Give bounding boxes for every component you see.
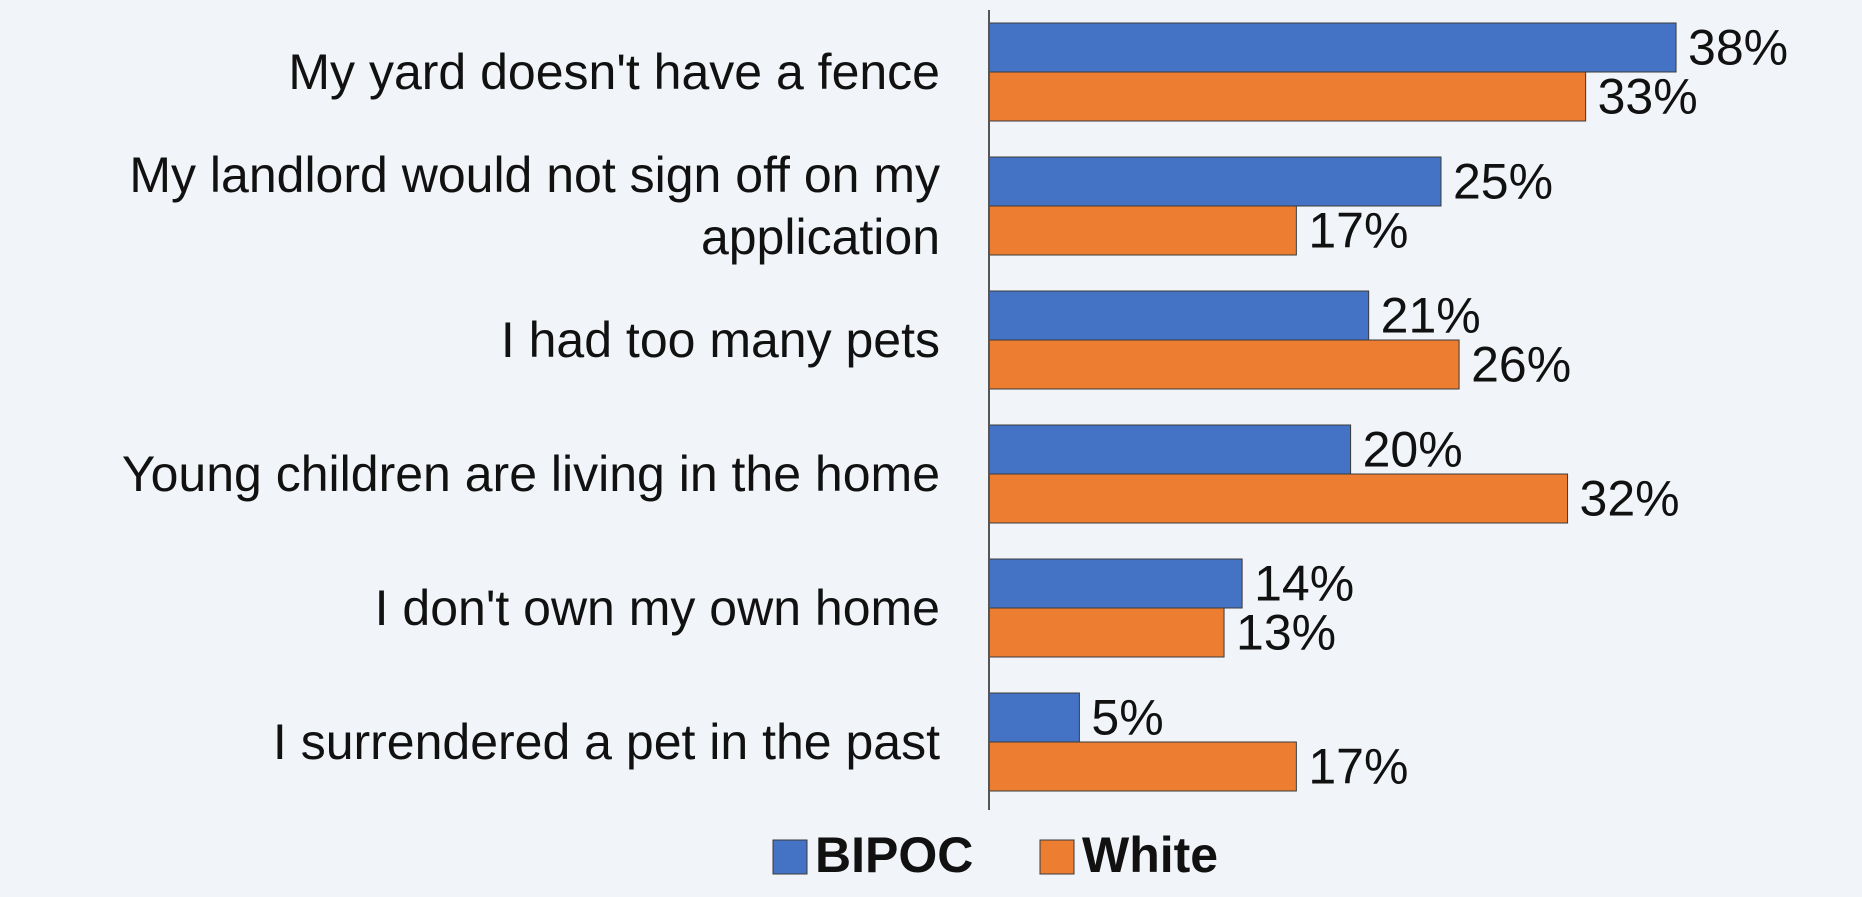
category-label-line: Young children are living in the home [122, 446, 940, 502]
legend-label-white: White [1082, 827, 1218, 883]
value-label-bipoc-my-landlord-would-not-sign-off-on-my-application: 25% [1453, 154, 1553, 210]
category-label-i-surrendered-a-pet-in-the-past: I surrendered a pet in the past [273, 714, 940, 770]
value-label-white-i-had-too-many-pets: 26% [1471, 337, 1571, 393]
bar-white-i-don-t-own-my-own-home [988, 607, 1225, 658]
bar-white-my-landlord-would-not-sign-off-on-my-application [988, 205, 1297, 256]
bar-white-young-children-are-living-in-the-home [988, 473, 1569, 524]
bar-white-my-yard-doesn-t-have-a-fence [988, 71, 1587, 122]
value-label-bipoc-i-don-t-own-my-own-home: 14% [1254, 556, 1354, 612]
value-label-white-i-don-t-own-my-own-home: 13% [1236, 605, 1336, 661]
bar-white-i-had-too-many-pets [988, 339, 1460, 390]
value-label-white-young-children-are-living-in-the-home: 32% [1580, 471, 1680, 527]
category-label-line: My landlord would not sign off on my [129, 147, 940, 203]
legend-swatch-bipoc [772, 839, 808, 875]
category-label-my-landlord-would-not-sign-off-on-my-application: My landlord would not sign off on my appl… [129, 147, 940, 265]
bar-bipoc-i-don-t-own-my-own-home [988, 558, 1243, 609]
bar-bipoc-my-yard-doesn-t-have-a-fence [988, 22, 1677, 73]
category-label-my-yard-doesn-t-have-a-fence: My yard doesn't have a fence [288, 44, 940, 100]
bar-bipoc-my-landlord-would-not-sign-off-on-my-application [988, 156, 1442, 207]
category-label-line: I surrendered a pet in the past [273, 714, 940, 770]
bar-bipoc-young-children-are-living-in-the-home [988, 424, 1352, 475]
bar-white-i-surrendered-a-pet-in-the-past [988, 741, 1297, 792]
bar-bipoc-i-surrendered-a-pet-in-the-past [988, 692, 1080, 743]
category-label-i-had-too-many-pets: I had too many pets [501, 312, 940, 368]
value-label-white-my-landlord-would-not-sign-off-on-my-application: 17% [1308, 203, 1408, 259]
value-label-bipoc-i-surrendered-a-pet-in-the-past: 5% [1091, 690, 1163, 746]
category-label-i-don-t-own-my-own-home: I don't own my own home [375, 580, 940, 636]
category-label-line: My yard doesn't have a fence [288, 44, 940, 100]
category-label-line: I had too many pets [501, 312, 940, 368]
bar-bipoc-i-had-too-many-pets [988, 290, 1370, 341]
legend-swatch-white [1039, 839, 1075, 875]
value-label-white-my-yard-doesn-t-have-a-fence: 33% [1598, 69, 1698, 125]
category-labels: My yard doesn't have a fence My landlord … [122, 44, 940, 770]
category-label-line: I don't own my own home [375, 580, 940, 636]
value-label-bipoc-i-had-too-many-pets: 21% [1381, 288, 1481, 344]
legend: BIPOC White [772, 827, 1218, 883]
category-label-young-children-are-living-in-the-home: Young children are living in the home [122, 446, 940, 502]
value-label-white-i-surrendered-a-pet-in-the-past: 17% [1308, 739, 1408, 795]
value-labels: 38%33% 25% 17% 21%26%20% 32% 14%13% 5% 17% [1091, 20, 1788, 795]
value-label-bipoc-my-yard-doesn-t-have-a-fence: 38% [1688, 20, 1788, 76]
bars-layer [988, 22, 1677, 792]
value-label-bipoc-young-children-are-living-in-the-home: 20% [1363, 422, 1463, 478]
legend-label-bipoc: BIPOC [815, 827, 973, 883]
category-label-line: application [701, 209, 940, 265]
